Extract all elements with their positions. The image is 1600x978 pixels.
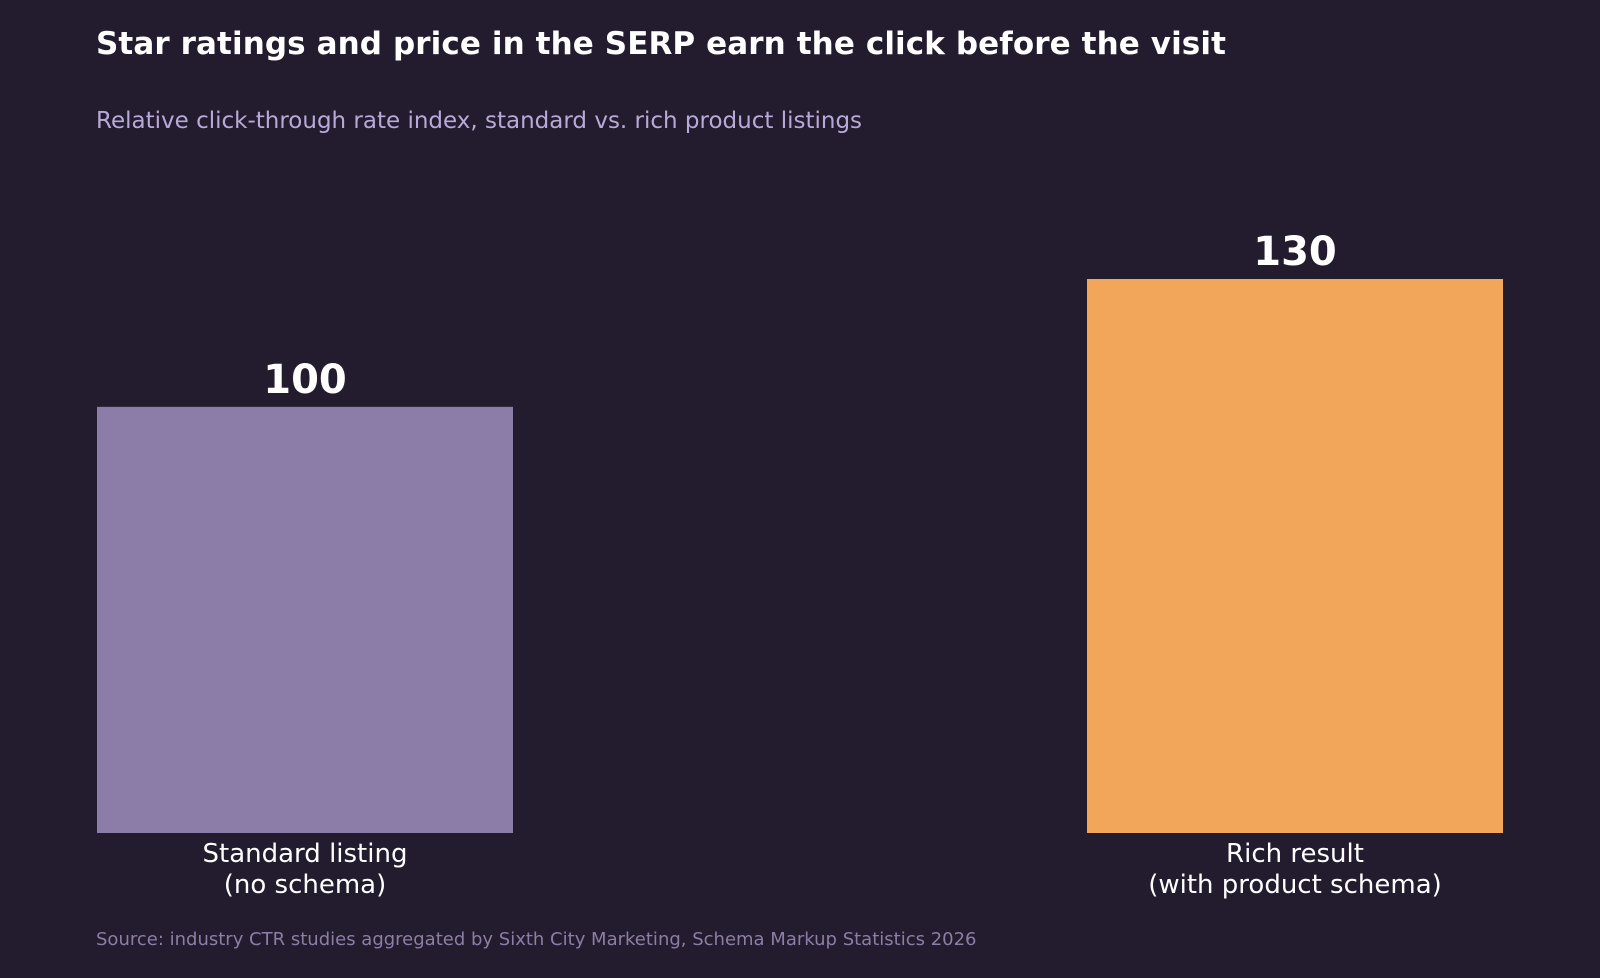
source-note: Source: industry CTR studies aggregated … <box>96 929 977 950</box>
category-label-1-line-1: Standard listing <box>203 839 408 869</box>
value-label-1: 100 <box>263 357 347 403</box>
bar-1 <box>97 406 513 833</box>
chart-title: Star ratings and price in the SERP earn … <box>96 26 1227 62</box>
category-label-2-line-2: (with product schema) <box>1148 870 1442 900</box>
value-label-2: 130 <box>1253 229 1337 275</box>
chart-subtitle: Relative click-through rate index, stand… <box>96 108 863 134</box>
bar-2 <box>1087 279 1503 833</box>
category-label-1-line-2: (no schema) <box>224 870 387 900</box>
category-label-2-line-1: Rich result <box>1226 839 1364 869</box>
